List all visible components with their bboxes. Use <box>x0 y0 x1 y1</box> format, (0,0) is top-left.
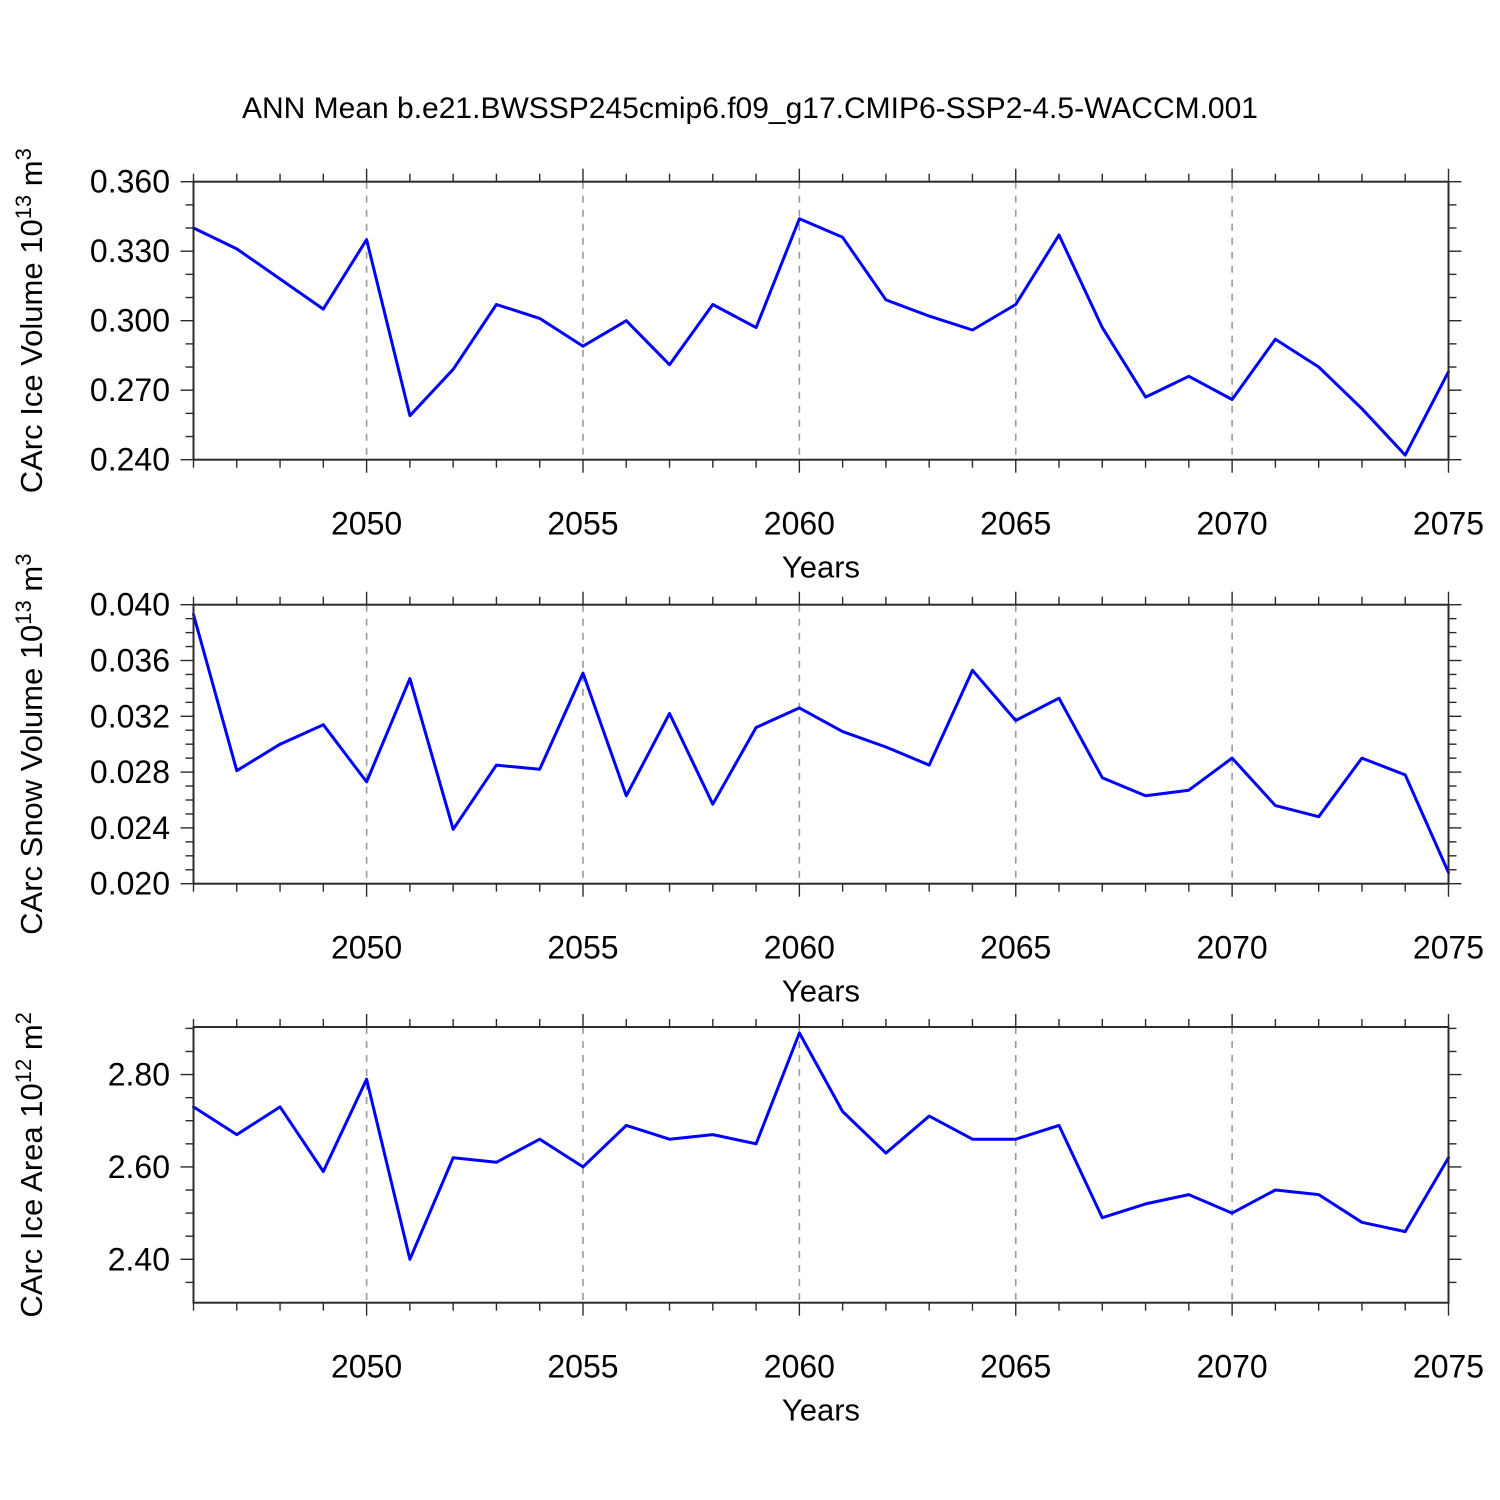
y-tick-label: 0.020 <box>90 866 170 902</box>
panel-carc-ice-area: 2.40 2.60 2.80 2050 2055 2060 2065 2070 2075 Year… <box>11 1012 1484 1428</box>
x-tick-label: 2070 <box>1197 930 1268 966</box>
y-tick-label: 0.032 <box>90 698 170 734</box>
panel-carc-snow-volume: 0.020 0.024 0.028 0.032 0.036 0.040 2050 2055 20… <box>11 554 1484 1009</box>
y-axis-title-text: m <box>14 1024 49 1058</box>
x-tick-label: 2075 <box>1413 506 1484 542</box>
y-axis-title-text: CArc Ice Area 10 <box>14 1083 49 1317</box>
x-tick-label: 2075 <box>1413 930 1484 966</box>
data-line-carc-ice-volume <box>192 217 1450 457</box>
x-tick-label: 2050 <box>331 930 402 966</box>
y-tick-label: 0.360 <box>90 164 170 200</box>
y-tick-label: 0.270 <box>90 372 170 408</box>
x-tick-label: 2070 <box>1197 506 1268 542</box>
y-tick-label: 0.024 <box>90 810 170 846</box>
y-axis-title-text: CArc Snow Volume 10 <box>14 625 49 935</box>
y-axis-title: CArc Snow Volume 1013 m3 <box>11 554 49 935</box>
y-axis-title: CArc Ice Volume 1013 m3 <box>11 148 49 493</box>
x-tick-label: 2055 <box>547 930 618 966</box>
panel-carc-ice-volume: 0.240 0.270 0.300 0.330 0.360 2050 2055 2060 206… <box>11 148 1484 585</box>
y-axis-title-sup: 2 <box>11 1012 36 1024</box>
y-axis-title-sup: 3 <box>11 148 36 160</box>
y-tick-label: 0.330 <box>90 233 170 269</box>
x-tick-label: 2060 <box>764 1349 835 1385</box>
x-axis-title: Years <box>782 1393 860 1428</box>
x-tick-label: 2065 <box>980 506 1051 542</box>
chart-title: ANN Mean b.e21.BWSSP245cmip6.f09_g17.CMI… <box>241 92 1258 125</box>
plot-frame <box>192 1026 1450 1304</box>
x-tick-label: 2070 <box>1197 1349 1268 1385</box>
y-tick-label: 0.300 <box>90 303 170 339</box>
y-axis-title-text: m <box>14 566 49 600</box>
y-tick-label: 0.240 <box>90 442 170 478</box>
y-axis-title-text: m <box>14 160 49 194</box>
x-tick-label: 2055 <box>547 1349 618 1385</box>
y-tick-label: 2.80 <box>108 1057 170 1093</box>
y-axis-title-sup: 12 <box>11 1059 36 1083</box>
y-axis-title-sup: 13 <box>11 195 36 219</box>
x-tick-label: 2060 <box>764 930 835 966</box>
x-axis-title: Years <box>782 974 860 1009</box>
x-tick-label: 2065 <box>980 1349 1051 1385</box>
x-tick-label: 2050 <box>331 1349 402 1385</box>
data-line-carc-ice-area <box>192 1031 1450 1261</box>
data-line-carc-snow-volume <box>192 613 1450 874</box>
y-tick-label: 0.028 <box>90 754 170 790</box>
x-tick-label: 2065 <box>980 930 1051 966</box>
y-tick-label: 0.036 <box>90 643 170 679</box>
x-tick-label: 2050 <box>331 506 402 542</box>
x-tick-label: 2075 <box>1413 1349 1484 1385</box>
x-tick-label: 2055 <box>547 506 618 542</box>
y-axis-title: CArc Ice Area 1012 m2 <box>11 1012 49 1318</box>
y-axis-title-sup: 13 <box>11 600 36 624</box>
y-axis-title-sup: 3 <box>11 554 36 566</box>
x-axis-title: Years <box>782 550 860 585</box>
y-axis-title-text: CArc Ice Volume 10 <box>14 219 49 493</box>
y-tick-label: 2.40 <box>108 1241 170 1277</box>
y-tick-label: 0.040 <box>90 587 170 623</box>
x-tick-label: 2060 <box>764 506 835 542</box>
y-tick-label: 2.60 <box>108 1149 170 1185</box>
plot-frame <box>192 180 1450 461</box>
